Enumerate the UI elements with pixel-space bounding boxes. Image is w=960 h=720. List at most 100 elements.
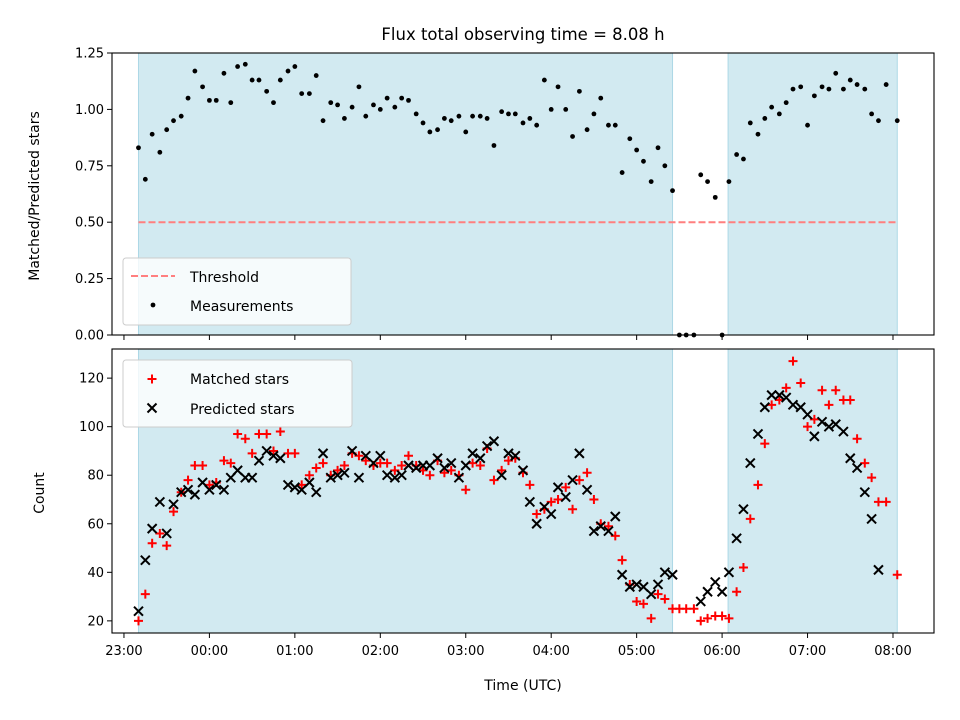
measurement-point (306, 91, 312, 97)
matched-stars-point (162, 541, 172, 551)
predicted-stars-point (261, 445, 272, 457)
axes-frame (111, 348, 935, 634)
predicted-stars-point (710, 576, 721, 588)
predicted-stars-point (211, 479, 222, 491)
measurement-point (213, 97, 219, 103)
predicted-stars-point (268, 450, 279, 462)
measurement-point (328, 100, 334, 106)
matched-stars-point (873, 497, 883, 507)
legend-box (122, 257, 352, 326)
predicted-stars-point (275, 453, 286, 464)
y-tick-label: 80 (87, 469, 104, 484)
predicted-stars-point (560, 491, 571, 503)
matched-stars-point (831, 385, 841, 395)
measurement-point (271, 100, 276, 106)
predicted-stars-point (410, 462, 422, 474)
matched-stars-point (361, 456, 371, 466)
measurement-point (698, 172, 704, 178)
measurement-point (555, 84, 561, 90)
y-tick-label: 100 (79, 420, 104, 435)
legend-measurements-swatch (150, 302, 156, 308)
matched-stars-point (233, 429, 243, 439)
measurement-point (726, 179, 732, 184)
predicted-stars-point (176, 487, 187, 498)
predicted-stars-point (838, 426, 849, 437)
predicted-stars-point (816, 416, 828, 428)
chart-title: Flux total observing time = 8.08 h (381, 25, 664, 44)
predicted-stars-point (581, 484, 593, 495)
predicted-stars-point (311, 487, 322, 498)
matched-stars-point (724, 613, 734, 623)
matched-stars-point (397, 461, 407, 471)
measurement-point (894, 118, 900, 124)
measurement-point (606, 122, 611, 128)
predicted-stars-point (140, 554, 151, 566)
matched-stars-point (745, 514, 755, 524)
predicted-stars-point (766, 389, 777, 401)
predicted-stars-point (381, 470, 393, 481)
matched-stars-point (582, 468, 592, 478)
measurement-point (705, 179, 710, 184)
ratio-panel: 0.00 0.25 0.50 0.75 1.00 1.25 Threshold Measure… (75, 47, 935, 344)
predicted-stars-point (774, 389, 785, 401)
predicted-stars-point (161, 528, 172, 539)
predicted-stars-point (667, 569, 678, 580)
measurement-point (591, 111, 597, 117)
legend: Matched stars Predicted stars (122, 359, 353, 428)
predicted-stars-point (752, 428, 764, 440)
measurement-point (734, 152, 740, 157)
x-axis-label: Time (UTC) (483, 678, 561, 694)
predicted-stars-point (403, 460, 414, 471)
x-tick-label: 07:00 (789, 644, 826, 659)
measurement-point (277, 77, 283, 83)
matched-stars-point (382, 458, 392, 468)
matched-stars-point (732, 587, 742, 597)
matched-stars-point (589, 494, 599, 504)
matched-stars-point (617, 555, 627, 565)
matched-stars-point (475, 461, 485, 471)
matched-stars-point (339, 461, 349, 471)
predicted-stars-point (481, 440, 493, 452)
measurement-point (335, 102, 340, 108)
measurement-point (356, 84, 362, 90)
predicted-stars-point (624, 581, 636, 593)
measurement-point (619, 170, 625, 175)
bottom-y-axis-label: Count (32, 472, 48, 514)
matched-stars-point (696, 616, 706, 626)
predicted-stars-point (246, 472, 258, 483)
y-tick-label: 0.75 (75, 159, 104, 174)
y-tick-label: 0.50 (75, 216, 104, 231)
predicted-stars-point (745, 457, 756, 469)
measurement-point (712, 194, 718, 200)
matched-stars-point (646, 613, 656, 623)
y-tick-label: 0.25 (75, 272, 104, 287)
matched-stars-point (845, 395, 855, 405)
measurement-point (192, 68, 198, 74)
x-tick-label: 06:00 (703, 644, 740, 659)
measurement-point (747, 120, 753, 126)
matched-stars-point (404, 451, 414, 461)
measurement-point (662, 163, 668, 169)
matched-stars-point (689, 604, 699, 614)
x-tick-label: 02:00 (362, 644, 399, 659)
measurement-point (512, 111, 518, 117)
measurement-point (342, 116, 347, 121)
measurement-point (862, 86, 868, 92)
measurement-point (491, 143, 497, 148)
predicted-stars-point (218, 484, 230, 495)
measurement-point (299, 91, 305, 97)
matched-stars-point (788, 356, 798, 366)
measurement-point (876, 118, 881, 124)
measurement-point (235, 64, 241, 69)
measurement-point (292, 64, 298, 69)
predicted-stars-point (396, 470, 407, 481)
matched-stars-point (568, 504, 578, 514)
predicted-stars-point (851, 462, 863, 474)
measurement-point (854, 82, 860, 87)
measurement-point (149, 131, 155, 137)
legend-label-threshold: Threshold (189, 270, 259, 286)
y-tick-label: 20 (87, 614, 104, 629)
predicted-stars-point (282, 479, 294, 491)
shaded-window (727, 348, 898, 634)
